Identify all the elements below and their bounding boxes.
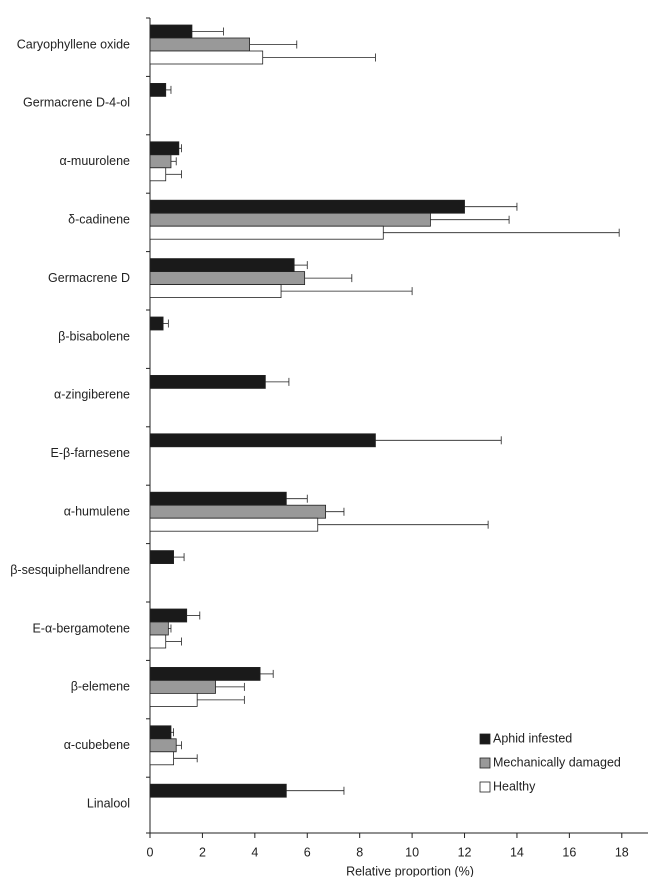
x-tick-label: 6 (304, 845, 311, 859)
bar (149, 517, 319, 532)
bar (149, 24, 193, 39)
bar (149, 738, 177, 753)
bar (149, 83, 167, 97)
bar (149, 167, 167, 182)
x-tick-label: 0 (147, 845, 154, 859)
x-tick-label: 14 (510, 845, 524, 859)
bar (149, 154, 172, 169)
x-tick-label: 8 (356, 845, 363, 859)
bar (149, 693, 198, 707)
bar (149, 433, 376, 448)
y-tick-label: E-β-farnesene (51, 446, 130, 460)
y-tick-label: α-cubebene (64, 738, 130, 752)
y-tick-label: α-zingiberene (54, 388, 130, 402)
bar (149, 284, 282, 299)
bar (149, 491, 287, 506)
y-tick-label: β-bisabolene (58, 329, 130, 343)
bar (149, 199, 465, 214)
bar (149, 504, 327, 519)
bar (149, 374, 266, 389)
bar (149, 680, 216, 694)
x-tick-label: 2 (199, 845, 206, 859)
legend-swatch (479, 781, 491, 793)
bar (149, 667, 261, 681)
x-tick-label: 10 (405, 845, 419, 859)
y-tick-label: Germacrene D (48, 271, 130, 285)
bar (149, 751, 174, 766)
bar (149, 316, 164, 331)
bar (149, 37, 250, 52)
y-tick-label: α-muurolene (60, 154, 131, 168)
y-tick-label: Linalool (87, 796, 130, 810)
y-tick-label: Germacrene D-4-ol (23, 96, 130, 110)
y-tick-label: β-elemene (71, 680, 130, 694)
bar (149, 621, 169, 636)
bar (149, 634, 167, 649)
y-tick-label: δ-cadinene (68, 212, 130, 226)
legend-label: Aphid infested (493, 731, 572, 745)
legend-swatch (479, 733, 491, 745)
y-tick-label: β-sesquiphellandrene (10, 563, 130, 577)
x-tick-label: 4 (251, 845, 258, 859)
bar (149, 725, 172, 740)
bar (149, 258, 295, 273)
bar (149, 783, 287, 798)
x-tick-label: 12 (458, 845, 472, 859)
bar (149, 608, 188, 623)
bar (149, 225, 384, 240)
legend-label: Healthy (493, 779, 536, 793)
bar (149, 212, 431, 227)
x-tick-label: 18 (615, 845, 629, 859)
y-tick-label: E-α-bergamotene (32, 621, 130, 635)
x-tick-label: 16 (562, 845, 576, 859)
bar (149, 550, 174, 564)
bar (149, 50, 264, 65)
x-axis-label: Relative proportion (%) (346, 864, 474, 877)
bar (149, 271, 306, 286)
bar (149, 141, 180, 156)
legend-label: Mechanically damaged (493, 755, 621, 769)
y-tick-label: α-humulene (64, 504, 130, 518)
legend-swatch (479, 757, 491, 769)
y-tick-label: Caryophyllene oxide (17, 37, 130, 51)
